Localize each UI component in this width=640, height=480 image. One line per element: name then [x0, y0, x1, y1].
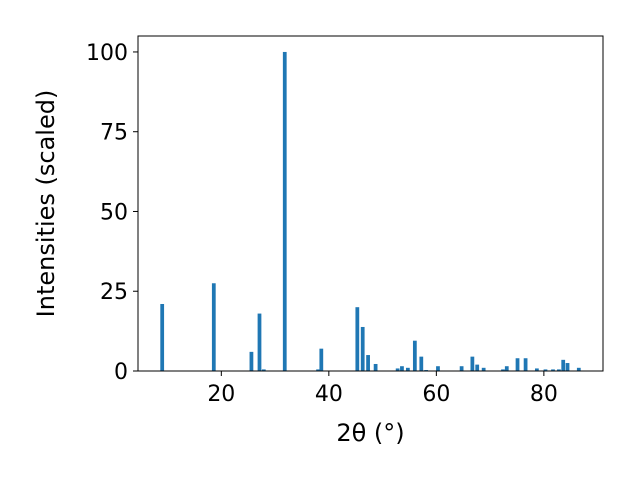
bar [551, 369, 555, 371]
bar [319, 348, 324, 371]
bar [261, 369, 266, 371]
bar [249, 351, 254, 371]
bar [501, 369, 505, 371]
bar [470, 356, 475, 371]
bar [211, 283, 216, 371]
bar [523, 358, 528, 371]
x-tick-label: 20 [207, 382, 235, 407]
bar [576, 367, 581, 371]
bar [557, 369, 561, 371]
x-tick-label: 80 [530, 382, 558, 407]
y-tick-label: 100 [86, 41, 128, 66]
bar [282, 51, 287, 371]
y-tick-label: 75 [100, 121, 128, 146]
bar [405, 367, 410, 371]
bar [534, 368, 539, 371]
bar [436, 366, 440, 371]
bar [561, 359, 566, 371]
bar [419, 356, 424, 371]
bar [395, 368, 400, 371]
y-axis: 0 25 50 75 100 [86, 41, 138, 385]
y-tick-label: 25 [100, 280, 128, 305]
bar [400, 366, 404, 371]
y-tick-label: 0 [114, 360, 128, 385]
x-axis-label: 2θ (°) [336, 419, 404, 447]
y-tick-label: 50 [100, 200, 128, 225]
x-axis: 20 40 60 80 [207, 371, 558, 407]
bar [565, 363, 570, 371]
x-tick-label: 60 [422, 382, 450, 407]
plot-frame [137, 35, 604, 372]
bar [257, 313, 262, 371]
bar [360, 326, 365, 371]
x-tick-label: 40 [315, 382, 343, 407]
bars-group [160, 51, 581, 371]
bar [160, 304, 165, 371]
y-axis-label: Intensities (scaled) [32, 90, 60, 318]
bar [504, 366, 509, 371]
bar [481, 367, 486, 371]
bar [459, 366, 464, 371]
bar [316, 369, 320, 371]
bar [355, 307, 360, 371]
bar [412, 340, 417, 371]
bar [515, 358, 520, 371]
bar [543, 369, 548, 371]
bar [475, 364, 480, 371]
bar [373, 363, 378, 371]
bar [366, 355, 370, 371]
